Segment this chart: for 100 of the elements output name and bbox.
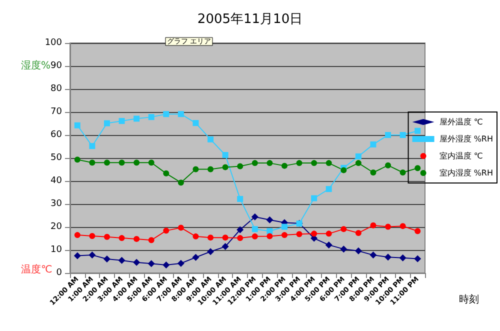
point <box>74 122 80 128</box>
point <box>385 162 392 168</box>
point <box>237 196 244 202</box>
point <box>400 132 406 138</box>
text: 温度℃ <box>21 264 52 276</box>
legend-label: 室内温度 ℃ <box>439 152 483 160</box>
point <box>162 261 170 268</box>
y-tick-label: 100 <box>44 38 62 48</box>
point <box>163 111 170 118</box>
point <box>326 160 332 166</box>
y-tick-label: 40 <box>50 176 62 186</box>
point <box>222 152 228 158</box>
point <box>222 243 229 250</box>
point <box>133 258 140 266</box>
point <box>326 186 332 192</box>
point <box>355 160 362 166</box>
point <box>236 226 244 234</box>
point <box>134 116 140 122</box>
y-tick-label: 80 <box>50 84 62 94</box>
point <box>118 160 125 166</box>
point <box>103 255 110 262</box>
point <box>237 163 244 170</box>
point <box>118 235 125 242</box>
point <box>148 114 154 120</box>
point <box>370 169 376 176</box>
point <box>252 160 258 166</box>
point <box>311 160 318 166</box>
point <box>266 228 273 234</box>
point <box>266 160 273 166</box>
point <box>208 166 214 172</box>
point <box>74 232 80 238</box>
point <box>252 233 258 240</box>
y-tick-label: 20 <box>50 222 62 232</box>
point <box>296 160 302 166</box>
point <box>384 254 392 261</box>
point <box>252 226 258 232</box>
point <box>326 230 332 237</box>
y-tick-label: 10 <box>50 245 62 255</box>
point <box>163 170 170 176</box>
y-tick-label: 60 <box>50 130 62 140</box>
point <box>400 169 406 176</box>
y-tick-label: 0 <box>56 268 62 278</box>
y-tick-label: 50 <box>50 153 62 163</box>
point <box>178 180 184 186</box>
point <box>88 252 96 259</box>
point <box>208 136 214 142</box>
x-axis-title: 時刻 <box>459 294 479 306</box>
point <box>89 160 96 166</box>
point <box>74 156 80 163</box>
point <box>385 132 392 138</box>
point <box>148 160 154 166</box>
point <box>148 260 155 268</box>
point <box>222 234 228 241</box>
point <box>370 252 377 259</box>
point <box>192 166 199 172</box>
point <box>207 248 214 256</box>
point <box>340 246 348 253</box>
point <box>178 111 184 118</box>
point <box>251 213 258 220</box>
y-tick-label: 90 <box>50 61 62 71</box>
point <box>370 222 376 228</box>
point <box>118 256 126 264</box>
legend-label: 屋外湿度 %RH <box>439 134 493 144</box>
point <box>163 228 170 234</box>
point <box>104 120 110 126</box>
point <box>340 226 347 232</box>
point <box>104 160 110 166</box>
point <box>414 165 421 172</box>
point <box>400 223 406 230</box>
point <box>192 254 200 261</box>
point <box>208 234 214 241</box>
point <box>399 254 406 262</box>
point <box>178 224 184 231</box>
point <box>134 160 140 166</box>
point <box>192 233 199 240</box>
point <box>385 224 392 230</box>
point <box>134 236 140 242</box>
point <box>281 162 288 169</box>
point <box>414 255 422 262</box>
point <box>414 128 421 134</box>
point <box>370 141 376 148</box>
point <box>118 118 125 124</box>
y-axis-title: 湿度% <box>21 60 51 72</box>
point <box>354 247 362 254</box>
point <box>104 234 110 240</box>
point <box>74 252 81 260</box>
point <box>237 235 244 242</box>
point <box>222 164 228 170</box>
point <box>266 233 273 240</box>
point <box>281 224 288 230</box>
point <box>281 232 288 238</box>
point <box>355 230 362 236</box>
y-tick-label: 30 <box>50 199 62 209</box>
legend-label: 屋外温度 ℃ <box>439 118 483 126</box>
point <box>177 260 184 267</box>
point <box>89 232 96 239</box>
point <box>148 237 154 244</box>
point <box>325 241 332 248</box>
point <box>355 153 362 160</box>
point <box>296 231 302 238</box>
